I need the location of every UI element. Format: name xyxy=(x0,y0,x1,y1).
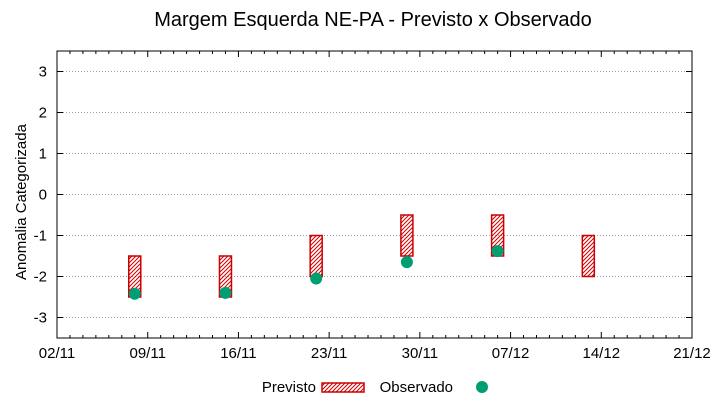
observado-point xyxy=(310,272,323,285)
legend: Previsto Observado xyxy=(262,379,488,396)
observado-point xyxy=(491,245,504,258)
y-tick-label: 0 xyxy=(39,187,47,204)
x-tick-label: 23/11 xyxy=(311,345,347,362)
x-tick-label: 21/12 xyxy=(673,345,711,362)
x-tick-label: 09/11 xyxy=(129,345,165,362)
marks xyxy=(128,214,596,300)
x-tick-label: 14/12 xyxy=(583,345,621,362)
legend-swatch-previsto xyxy=(321,382,365,393)
y-tick-label: -1 xyxy=(34,228,47,245)
legend-label-previsto: Previsto xyxy=(262,379,316,396)
previsto-bar xyxy=(400,214,414,257)
chart-title: Margem Esquerda NE-PA - Previsto x Obser… xyxy=(154,9,592,31)
plot-frame xyxy=(56,50,693,339)
grid xyxy=(57,71,692,318)
observado-point xyxy=(400,256,413,269)
y-tick-label: 1 xyxy=(39,146,47,163)
x-tick-label: 02/11 xyxy=(39,345,75,362)
previsto-bar xyxy=(581,234,596,278)
y-tick-label: 2 xyxy=(39,105,47,122)
x-tick-label: 30/11 xyxy=(402,345,438,362)
legend-swatch-observado xyxy=(476,381,488,393)
y-tick-label: -3 xyxy=(34,310,47,327)
y-tick-label: 3 xyxy=(39,64,47,81)
observado-point xyxy=(128,287,141,300)
y-tick-label: -2 xyxy=(34,269,47,286)
y-axis-label: Anomalia Categorizada xyxy=(13,123,30,280)
legend-label-observado: Observado xyxy=(380,379,453,396)
x-tick-label: 16/11 xyxy=(220,345,256,362)
previsto-bar xyxy=(309,234,323,278)
ticks: 3 2 1 0 -1 -2 -3 02/11 09/11 16/11 23/11 30/11 07/12… xyxy=(34,51,711,362)
x-tick-label: 07/12 xyxy=(492,345,530,362)
axes xyxy=(56,50,693,339)
observado-point xyxy=(219,286,232,299)
